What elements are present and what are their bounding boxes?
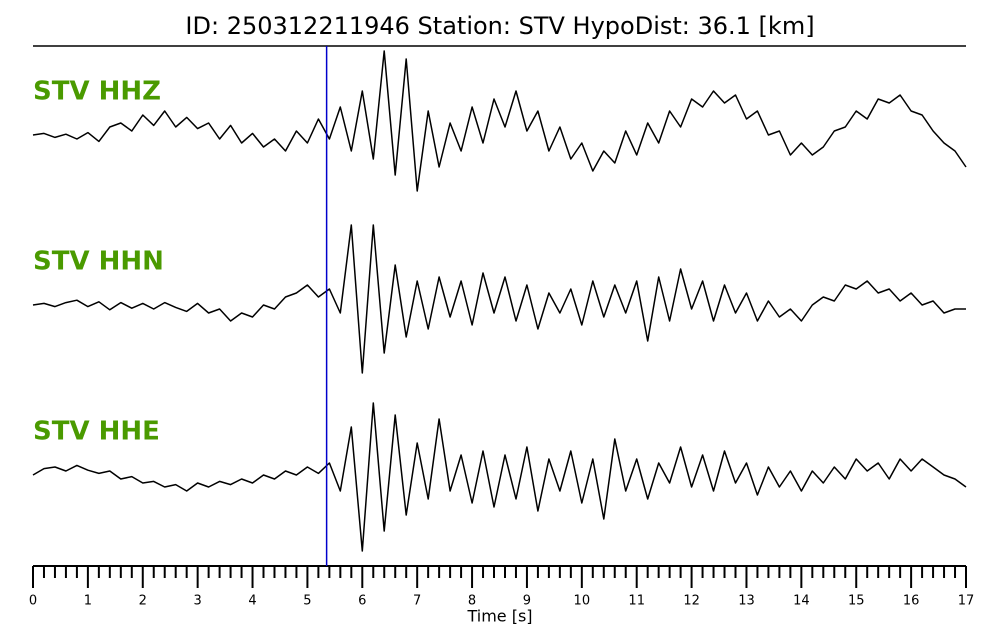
trace: [32, 50, 967, 192]
x-tick-label: 14: [793, 594, 810, 609]
x-tick-label: 2: [139, 594, 147, 609]
x-tick-label: 16: [903, 594, 920, 609]
x-tick-label: 10: [574, 594, 591, 609]
trace-label: STV HHZ: [33, 77, 161, 107]
x-tick-label: 17: [958, 594, 975, 609]
trace: [32, 402, 967, 552]
x-tick-label: 12: [683, 594, 700, 609]
x-tick-label: 13: [738, 594, 755, 609]
x-tick-label: 7: [413, 594, 421, 609]
x-tick-label: 5: [303, 594, 311, 609]
chart-title: ID: 250312211946 Station: STV HypoDist: …: [185, 12, 814, 40]
x-tick-label: 0: [29, 594, 37, 609]
x-tick-label: 6: [358, 594, 366, 609]
x-tick-label: 15: [848, 594, 865, 609]
trace-label: STV HHE: [33, 417, 160, 447]
x-tick-label: 4: [248, 594, 256, 609]
trace: [32, 224, 966, 374]
x-tick-label: 11: [628, 594, 645, 609]
x-axis-label: Time [s]: [466, 607, 532, 626]
x-tick-label: 9: [523, 594, 531, 609]
trace-label: STV HHN: [33, 247, 164, 277]
x-tick-label: 8: [468, 594, 476, 609]
x-tick-label: 3: [194, 594, 202, 609]
x-tick-label: 1: [84, 594, 92, 609]
